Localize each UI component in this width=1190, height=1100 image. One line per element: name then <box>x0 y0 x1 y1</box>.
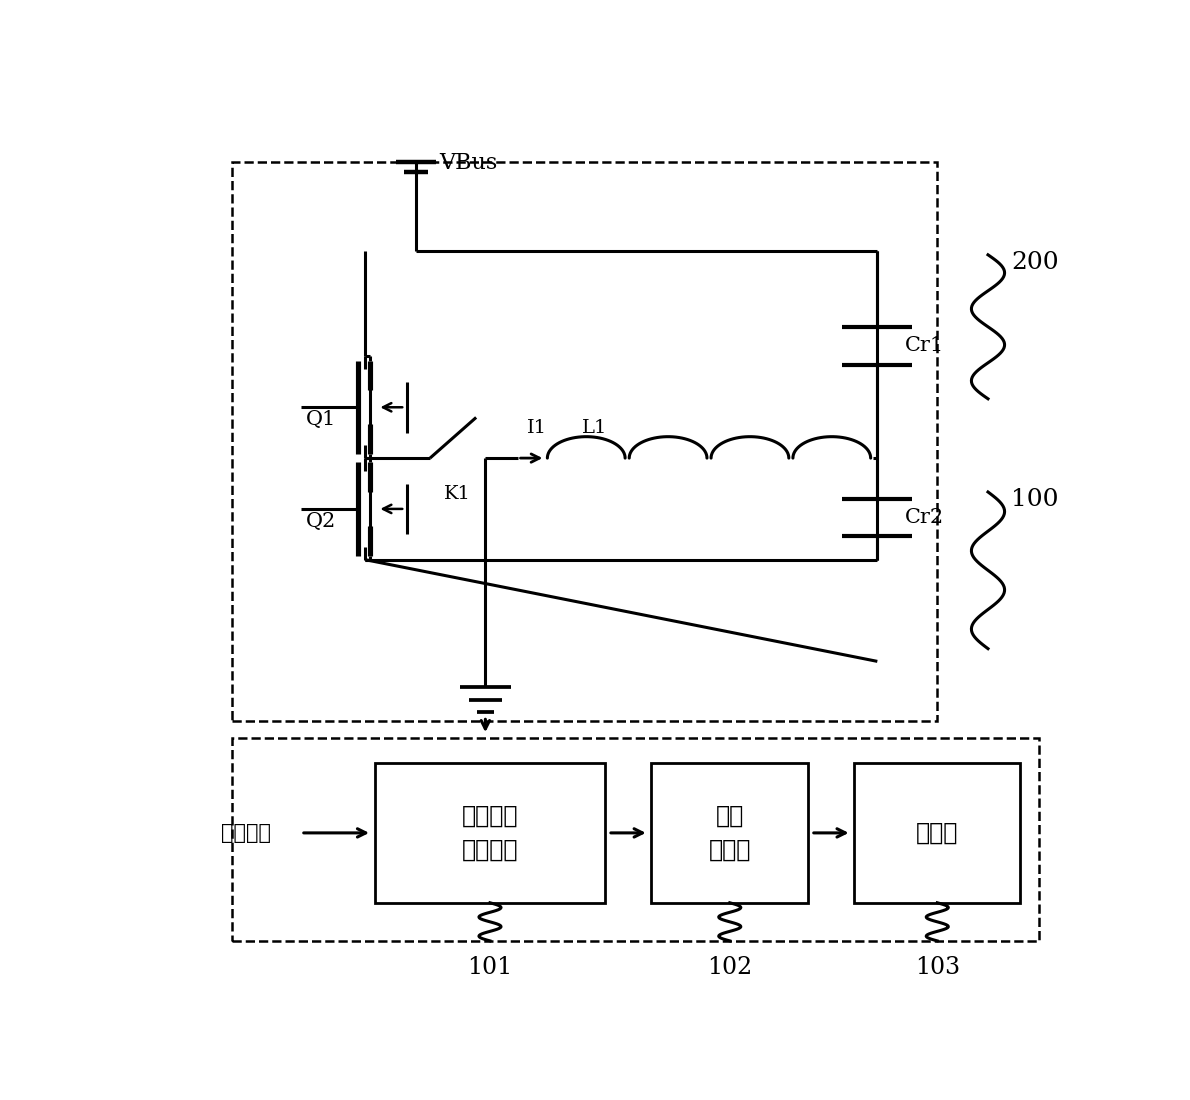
Text: 103: 103 <box>915 956 960 979</box>
Text: 启动信号: 启动信号 <box>220 823 270 843</box>
Text: Q2: Q2 <box>306 513 336 531</box>
Text: 控制器: 控制器 <box>916 821 958 845</box>
Text: VBus: VBus <box>439 152 497 174</box>
Text: L1: L1 <box>582 419 608 438</box>
Text: 200: 200 <box>1012 251 1059 274</box>
Text: 100: 100 <box>1012 487 1059 510</box>
Text: 自激振荡
反馈模块: 自激振荡 反馈模块 <box>462 804 518 861</box>
Text: I1: I1 <box>527 419 547 438</box>
Text: 102: 102 <box>707 956 752 979</box>
Text: 高速
比较器: 高速 比较器 <box>708 804 751 861</box>
Text: Q1: Q1 <box>306 410 336 429</box>
Text: 101: 101 <box>468 956 513 979</box>
Text: K1: K1 <box>444 485 471 503</box>
Text: Cr1: Cr1 <box>906 337 944 355</box>
Text: Cr2: Cr2 <box>906 508 944 527</box>
